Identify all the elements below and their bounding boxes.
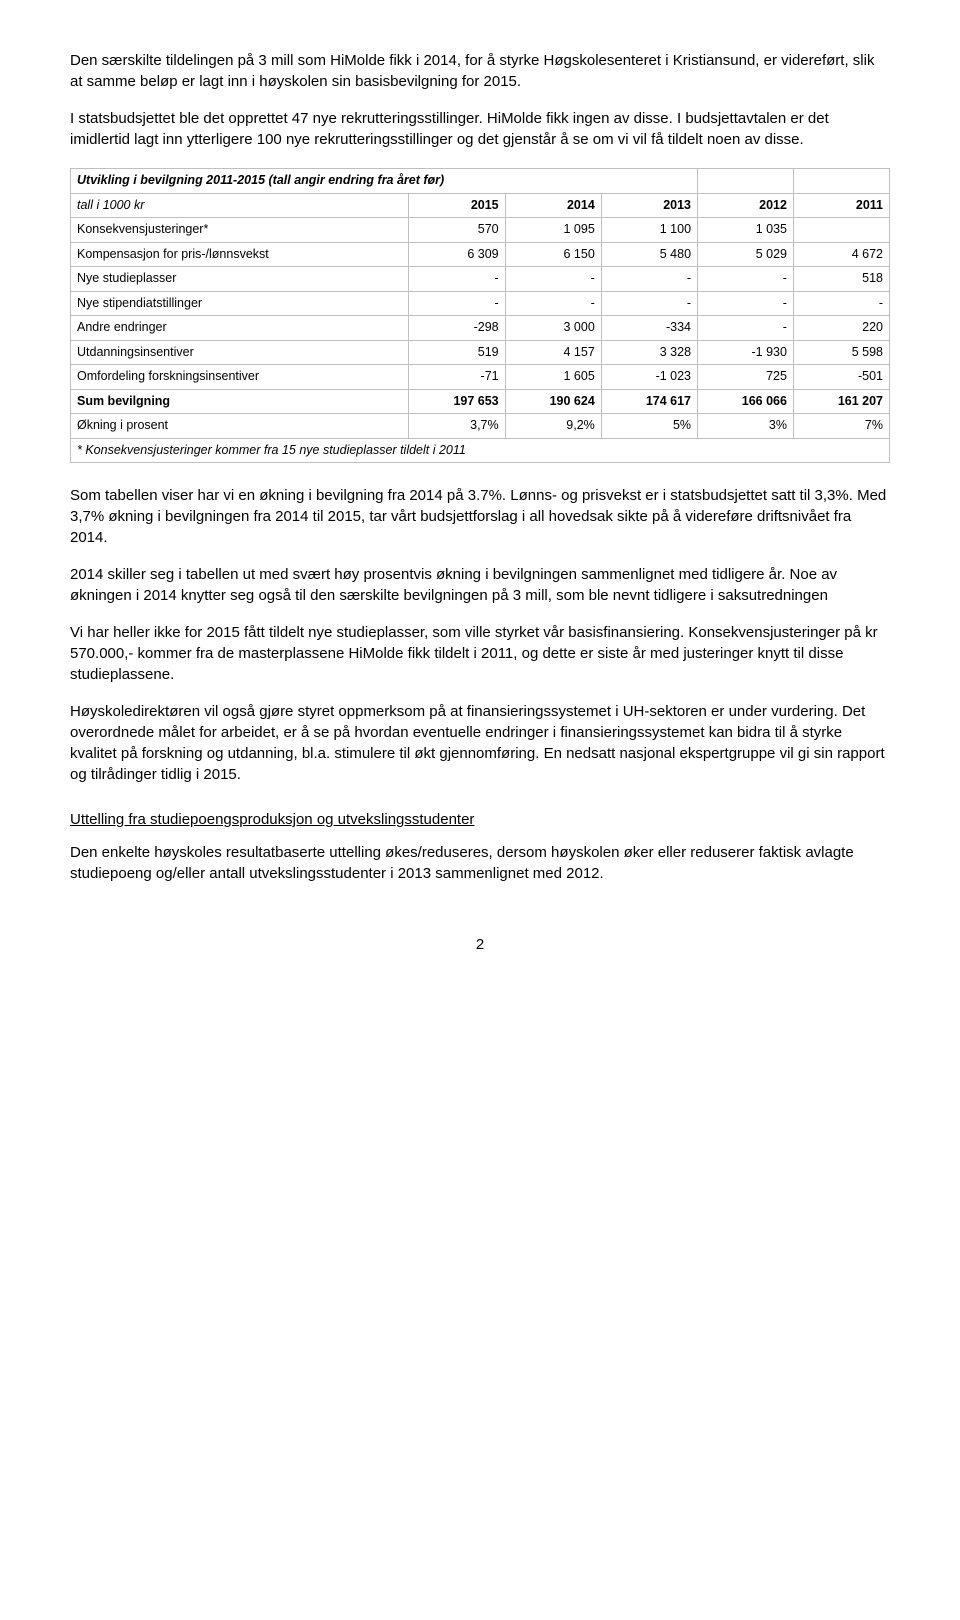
cell: 161 207 bbox=[793, 389, 889, 414]
table-sum-row: Sum bevilgning 197 653 190 624 174 617 1… bbox=[71, 389, 890, 414]
row-label: Omfordeling forskningsinsentiver bbox=[71, 365, 409, 390]
table-footnote-row: * Konsekvensjusteringer kommer fra 15 ny… bbox=[71, 438, 890, 463]
col-2012: 2012 bbox=[698, 193, 794, 218]
cell: 9,2% bbox=[505, 414, 601, 439]
cell: -334 bbox=[601, 316, 697, 341]
cell: 725 bbox=[698, 365, 794, 390]
paragraph-intro-2: I statsbudsjettet ble det opprettet 47 n… bbox=[70, 108, 890, 150]
cell: 190 624 bbox=[505, 389, 601, 414]
table-row: Nye stipendiatstillinger - - - - - bbox=[71, 291, 890, 316]
col-2011: 2011 bbox=[793, 193, 889, 218]
paragraph-after-table-4: Høyskoledirektøren vil også gjøre styret… bbox=[70, 701, 890, 785]
cell: - bbox=[698, 267, 794, 292]
cell: 570 bbox=[409, 218, 505, 243]
row-label: Økning i prosent bbox=[71, 414, 409, 439]
cell: 5% bbox=[601, 414, 697, 439]
row-label: Utdanningsinsentiver bbox=[71, 340, 409, 365]
table-header-row: tall i 1000 kr 2015 2014 2013 2012 2011 bbox=[71, 193, 890, 218]
row-label: Nye stipendiatstillinger bbox=[71, 291, 409, 316]
cell: 174 617 bbox=[601, 389, 697, 414]
paragraph-section-1: Den enkelte høyskoles resultatbaserte ut… bbox=[70, 842, 890, 884]
section-heading: Uttelling fra studiepoengsproduksjon og … bbox=[70, 809, 890, 830]
cell: 1 605 bbox=[505, 365, 601, 390]
col-2013: 2013 bbox=[601, 193, 697, 218]
row-label: Sum bevilgning bbox=[71, 389, 409, 414]
paragraph-after-table-1: Som tabellen viser har vi en økning i be… bbox=[70, 485, 890, 548]
cell: -298 bbox=[409, 316, 505, 341]
table-row: Kompensasjon for pris-/lønnsvekst 6 309 … bbox=[71, 242, 890, 267]
cell: 4 157 bbox=[505, 340, 601, 365]
row-label: Andre endringer bbox=[71, 316, 409, 341]
cell: 3,7% bbox=[409, 414, 505, 439]
paragraph-after-table-3: Vi har heller ikke for 2015 fått tildelt… bbox=[70, 622, 890, 685]
col-2015: 2015 bbox=[409, 193, 505, 218]
cell: 4 672 bbox=[793, 242, 889, 267]
cell: - bbox=[793, 291, 889, 316]
cell: 1 095 bbox=[505, 218, 601, 243]
table-row: Konsekvensjusteringer* 570 1 095 1 100 1… bbox=[71, 218, 890, 243]
table-pct-row: Økning i prosent 3,7% 9,2% 5% 3% 7% bbox=[71, 414, 890, 439]
bevilgning-table: Utvikling i bevilgning 2011-2015 (tall a… bbox=[70, 168, 890, 463]
cell: 518 bbox=[793, 267, 889, 292]
row-label: Konsekvensjusteringer* bbox=[71, 218, 409, 243]
paragraph-after-table-2: 2014 skiller seg i tabellen ut med svært… bbox=[70, 564, 890, 606]
cell: 5 029 bbox=[698, 242, 794, 267]
table-unit: tall i 1000 kr bbox=[71, 193, 409, 218]
cell: -501 bbox=[793, 365, 889, 390]
cell: -71 bbox=[409, 365, 505, 390]
cell: 1 100 bbox=[601, 218, 697, 243]
cell: - bbox=[698, 316, 794, 341]
cell: 519 bbox=[409, 340, 505, 365]
cell: -1 930 bbox=[698, 340, 794, 365]
cell: - bbox=[409, 267, 505, 292]
cell: 166 066 bbox=[698, 389, 794, 414]
row-label: Nye studieplasser bbox=[71, 267, 409, 292]
cell: 3 328 bbox=[601, 340, 697, 365]
cell: 220 bbox=[793, 316, 889, 341]
cell: 5 480 bbox=[601, 242, 697, 267]
cell: 3% bbox=[698, 414, 794, 439]
paragraph-intro-1: Den særskilte tildelingen på 3 mill som … bbox=[70, 50, 890, 92]
table-title-row: Utvikling i bevilgning 2011-2015 (tall a… bbox=[71, 169, 890, 194]
cell: -1 023 bbox=[601, 365, 697, 390]
cell: - bbox=[601, 267, 697, 292]
table-row: Omfordeling forskningsinsentiver -71 1 6… bbox=[71, 365, 890, 390]
cell: 6 309 bbox=[409, 242, 505, 267]
cell bbox=[793, 218, 889, 243]
cell: - bbox=[505, 291, 601, 316]
cell: 6 150 bbox=[505, 242, 601, 267]
cell: 1 035 bbox=[698, 218, 794, 243]
row-label: Kompensasjon for pris-/lønnsvekst bbox=[71, 242, 409, 267]
cell: - bbox=[505, 267, 601, 292]
table-row: Andre endringer -298 3 000 -334 - 220 bbox=[71, 316, 890, 341]
col-2014: 2014 bbox=[505, 193, 601, 218]
cell: 197 653 bbox=[409, 389, 505, 414]
cell: 7% bbox=[793, 414, 889, 439]
cell: - bbox=[601, 291, 697, 316]
table-row: Utdanningsinsentiver 519 4 157 3 328 -1 … bbox=[71, 340, 890, 365]
cell: 5 598 bbox=[793, 340, 889, 365]
cell: - bbox=[698, 291, 794, 316]
table-row: Nye studieplasser - - - - 518 bbox=[71, 267, 890, 292]
page-number: 2 bbox=[70, 934, 890, 955]
cell: - bbox=[409, 291, 505, 316]
table-footnote: * Konsekvensjusteringer kommer fra 15 ny… bbox=[71, 438, 890, 463]
table-title: Utvikling i bevilgning 2011-2015 (tall a… bbox=[71, 169, 698, 194]
cell: 3 000 bbox=[505, 316, 601, 341]
